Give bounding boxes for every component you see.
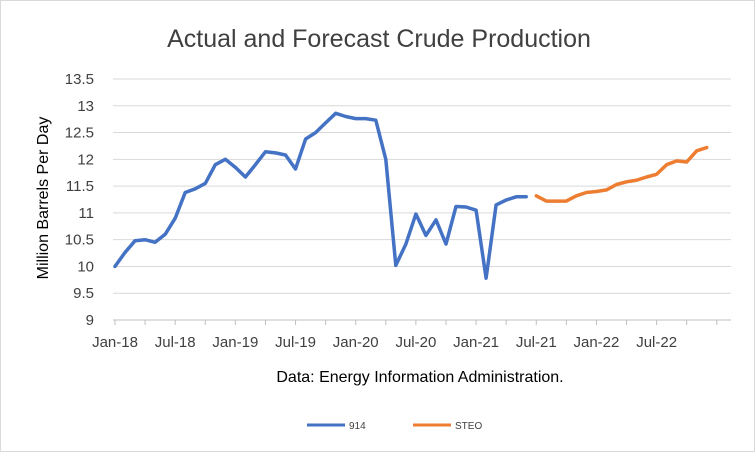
- y-axis-ticks: 9 9.5 10 10.5 11 11.5 12 12.5 13 13.5: [65, 71, 94, 329]
- x-tick-label: Jan-22: [574, 334, 620, 351]
- series-line-steo: [534, 145, 709, 203]
- series-line-914: [113, 111, 528, 280]
- y-tick-label: 12.5: [65, 125, 94, 142]
- legend-label-steo: STEO: [455, 421, 482, 432]
- y-tick-label: 10.5: [65, 232, 94, 249]
- series-group: [113, 111, 709, 280]
- gridlines: [113, 78, 731, 321]
- y-tick-label: 12: [77, 151, 94, 168]
- legend: 914 STEO: [307, 421, 482, 432]
- y-tick-label: 10: [77, 258, 94, 275]
- chart-title: Actual and Forecast Crude Production: [167, 25, 591, 53]
- x-tick-label: Jul-18: [155, 334, 196, 351]
- y-axis-label: Million Barrels Per Day: [35, 117, 52, 280]
- x-tick-label: Jul-19: [275, 334, 316, 351]
- x-tick-label: Jan-20: [333, 334, 379, 351]
- y-tick-label: 9.5: [73, 285, 94, 302]
- y-tick-label: 11: [78, 205, 94, 222]
- x-tick-label: Jul-20: [395, 334, 436, 351]
- x-tick-label: Jan-19: [212, 334, 258, 351]
- x-axis-label: Data: Energy Information Administration.: [276, 369, 563, 386]
- x-tick-label: Jul-22: [636, 334, 677, 351]
- x-axis-ticks: Jan-18 Jul-18 Jan-19 Jul-19 Jan-20 Jul-20 Jan-…: [92, 319, 731, 351]
- y-tick-label: 9: [86, 312, 94, 329]
- y-tick-label: 13: [77, 98, 94, 115]
- y-tick-label: 13.5: [65, 71, 94, 88]
- x-tick-label: Jan-18: [92, 334, 138, 351]
- legend-label-914: 914: [349, 421, 366, 432]
- x-tick-label: Jan-21: [453, 334, 499, 351]
- y-tick-label: 11.5: [66, 178, 94, 195]
- x-tick-label: Jul-21: [516, 334, 557, 351]
